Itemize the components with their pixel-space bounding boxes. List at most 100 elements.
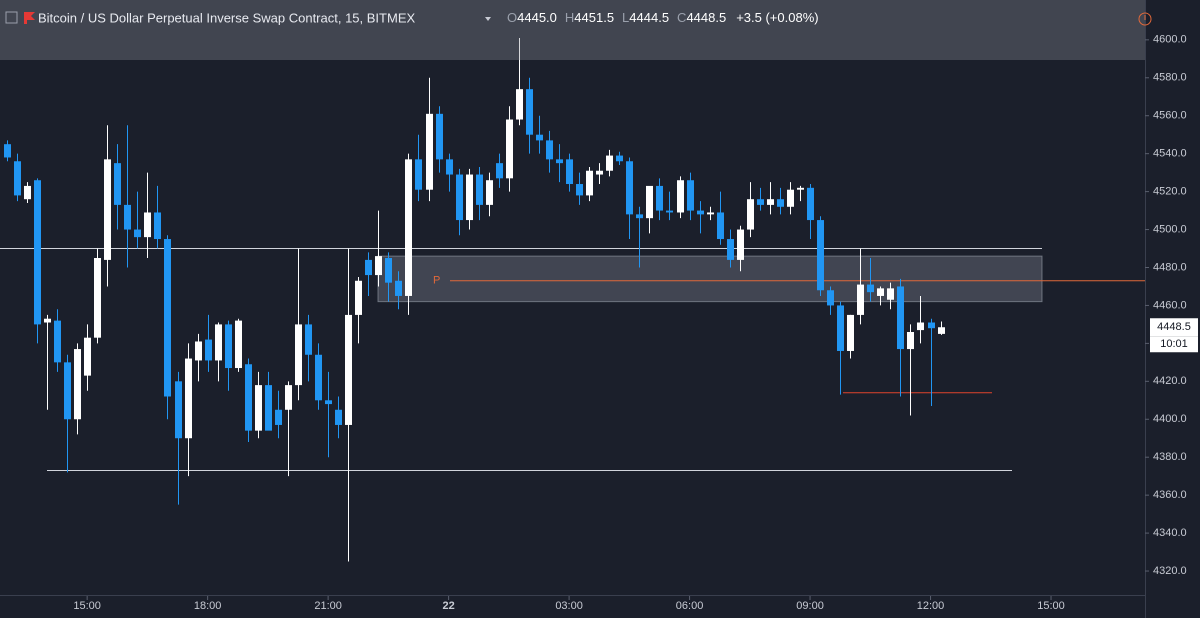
candle-body [34, 180, 41, 325]
candle-body [94, 258, 101, 338]
candle-body [626, 161, 633, 215]
candle-body [84, 337, 91, 376]
candle-body [677, 180, 684, 213]
candle-body [877, 288, 884, 296]
candle-body [697, 210, 704, 215]
candle-body [797, 187, 804, 190]
candle-body [546, 140, 553, 160]
candle-body [255, 385, 262, 431]
header-bar [0, 0, 1145, 60]
line-label: P [433, 275, 440, 287]
candle-body [415, 159, 422, 190]
plot: P [0, 37, 1145, 562]
candle-body [938, 327, 945, 334]
candle-body [104, 159, 111, 260]
symbol-flag [27, 12, 35, 20]
y-tick-label: 4540.0 [1153, 148, 1187, 160]
y-tick-label: 4380.0 [1153, 451, 1187, 463]
last-price-badge [1150, 318, 1198, 337]
candle-body [536, 134, 543, 141]
price-zone [377, 255, 1043, 303]
candle-body [847, 314, 854, 351]
candle-body [616, 155, 623, 162]
ohlc-legend: O4445.0 H4451.5 L4444.5 C4448.5 +3.5 (+0.08%… [507, 10, 819, 25]
legend-value: 4451.5 [574, 10, 614, 25]
candle-body [24, 185, 31, 200]
candle-body [285, 385, 292, 410]
candle-body [235, 320, 242, 369]
candle-body [54, 320, 61, 363]
x-tick-label: 12:00 [917, 600, 945, 612]
candle-body [787, 189, 794, 207]
legend-key: C [677, 10, 686, 25]
countdown-label: 10:01 [1160, 338, 1188, 350]
candle-body [114, 163, 121, 205]
last-price-label: 4448.5 [1157, 321, 1191, 333]
candle-body [917, 322, 924, 331]
candle-body [636, 214, 643, 219]
candle-body [666, 210, 673, 213]
candle-body [707, 212, 714, 215]
x-tick-label: 09:00 [796, 600, 824, 612]
candle-body [486, 180, 493, 205]
legend-value: 4444.5 [629, 10, 669, 25]
x-tick-label: 21:00 [314, 600, 342, 612]
countdown-badge [1150, 336, 1198, 353]
legend-value: 4448.5 [686, 10, 726, 25]
candle-body [887, 288, 894, 300]
candle-body [335, 409, 342, 425]
y-tick-label: 4580.0 [1153, 72, 1187, 84]
candle-body [837, 305, 844, 351]
candle-body [606, 155, 613, 171]
candle-body [205, 339, 212, 361]
candle-body [265, 385, 272, 431]
candle-body [124, 204, 131, 230]
legend-key: O [507, 10, 517, 25]
chart-title[interactable]: Bitcoin / US Dollar Perpetual Inverse Sw… [38, 10, 415, 25]
candle-body [476, 174, 483, 205]
candle-body [44, 318, 51, 323]
candle-body [857, 284, 864, 315]
candle-body [375, 256, 382, 276]
candle-body [64, 362, 71, 420]
candle-body [164, 239, 171, 397]
candle-body [556, 159, 563, 164]
candle-body [777, 199, 784, 207]
symbol-flag [24, 12, 27, 24]
candle-body [928, 322, 935, 329]
candle-body [506, 119, 513, 179]
candle-body [737, 229, 744, 260]
candle-body [215, 324, 222, 361]
y-tick-label: 4520.0 [1153, 186, 1187, 198]
collapse-icon[interactable] [5, 11, 18, 24]
candle-body [355, 280, 362, 315]
candle-body [466, 174, 473, 221]
y-tick-label: 4360.0 [1153, 489, 1187, 501]
candle-body [395, 280, 402, 296]
candle-body [907, 331, 914, 350]
y-tick-label: 4320.0 [1153, 565, 1187, 577]
candle-body [867, 284, 874, 293]
alert-icon[interactable] [1138, 12, 1152, 26]
candle-body [134, 229, 141, 238]
candle-body [275, 409, 282, 425]
candle-body [586, 170, 593, 196]
candle-body [144, 212, 151, 238]
candle-body [656, 185, 663, 211]
candle-body [14, 161, 21, 196]
legend-value: 4445.0 [517, 10, 557, 25]
candle-body [426, 113, 433, 190]
candle-body [74, 349, 81, 420]
candle-body [185, 358, 192, 439]
candle-body [436, 113, 443, 160]
dropdown-arrow[interactable] [485, 17, 491, 21]
y-tick-label: 4340.0 [1153, 527, 1187, 539]
candle-body [295, 324, 302, 386]
x-tick-label: 15:00 [1037, 600, 1065, 612]
candle-body [405, 159, 412, 296]
x-tick-label: 03:00 [555, 600, 583, 612]
candle-body [747, 199, 754, 230]
candle-body [154, 212, 161, 240]
